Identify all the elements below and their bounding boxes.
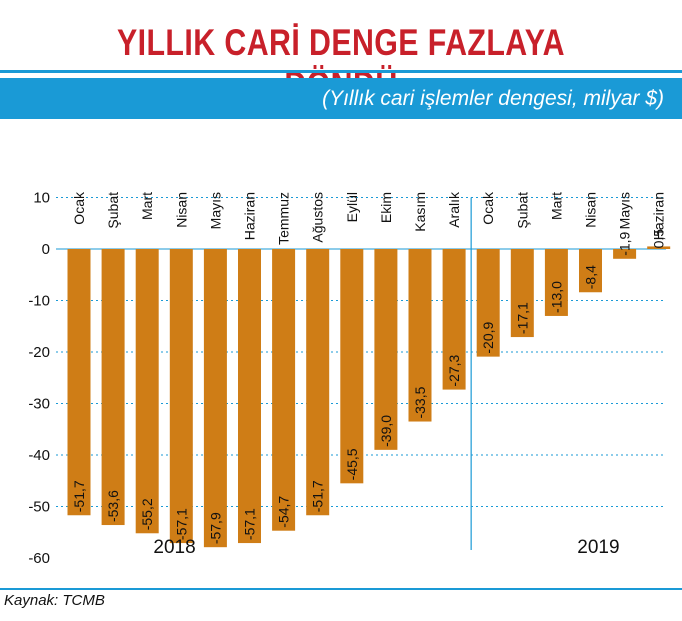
bar bbox=[374, 249, 398, 450]
bar bbox=[272, 249, 296, 531]
data-label: -27,3 bbox=[446, 354, 462, 386]
bar bbox=[238, 249, 261, 544]
month-label: Aralık bbox=[446, 191, 462, 228]
bar bbox=[544, 249, 568, 316]
month-label: Temmuz bbox=[276, 192, 292, 245]
month-label: Mart bbox=[139, 192, 155, 220]
data-label: -53,6 bbox=[105, 490, 121, 522]
month-label: Kasım bbox=[412, 192, 428, 232]
bar bbox=[340, 249, 364, 484]
source-note: Kaynak: TCMB bbox=[4, 592, 105, 609]
bar bbox=[613, 249, 637, 259]
year-label: 2019 bbox=[577, 537, 619, 558]
bar bbox=[579, 249, 602, 293]
month-label: Ocak bbox=[480, 191, 496, 225]
month-label: Eylül bbox=[344, 192, 360, 222]
bar bbox=[306, 249, 330, 516]
data-label: -20,9 bbox=[480, 322, 496, 354]
year-label: 2018 bbox=[153, 537, 195, 558]
data-label: -57,1 bbox=[173, 508, 189, 540]
bar bbox=[647, 246, 671, 249]
month-label: Nisan bbox=[173, 192, 189, 228]
chart-subtitle: (Yıllık cari işlemler dengesi, milyar $) bbox=[322, 87, 664, 110]
y-tick-label: -30 bbox=[28, 396, 50, 413]
bar bbox=[476, 249, 500, 357]
month-label: Mayıs bbox=[617, 192, 633, 229]
bottom-rule bbox=[0, 588, 682, 590]
bar bbox=[135, 249, 159, 534]
month-label: Ağustos bbox=[310, 192, 326, 243]
month-label: Haziran bbox=[242, 192, 258, 240]
data-label: 0,5 bbox=[651, 229, 667, 249]
bar bbox=[67, 249, 91, 516]
bar bbox=[101, 249, 125, 526]
y-tick-label: -50 bbox=[28, 499, 50, 516]
top-rule bbox=[0, 70, 682, 73]
data-label: -13,0 bbox=[548, 281, 564, 313]
bar bbox=[510, 249, 534, 338]
data-label: -39,0 bbox=[378, 415, 394, 447]
month-label: Nisan bbox=[583, 192, 599, 228]
data-label: -54,7 bbox=[276, 496, 292, 528]
month-label: Haziran bbox=[651, 192, 667, 240]
y-tick-label: 0 bbox=[42, 241, 50, 258]
data-label: -17,1 bbox=[514, 302, 530, 334]
month-label: Mart bbox=[548, 192, 564, 220]
y-tick-label: -10 bbox=[28, 293, 50, 310]
bar bbox=[408, 249, 432, 422]
y-tick-label: 10 bbox=[33, 190, 50, 207]
month-label: Şubat bbox=[105, 192, 121, 229]
month-label: Ekim bbox=[378, 192, 394, 223]
data-label: -33,5 bbox=[412, 386, 428, 418]
data-label: -1,9 bbox=[617, 231, 633, 255]
y-tick-label: -20 bbox=[28, 344, 50, 361]
month-label: Ocak bbox=[71, 191, 87, 225]
data-label: -57,9 bbox=[207, 512, 223, 544]
data-label: -55,2 bbox=[139, 498, 155, 530]
data-label: -51,7 bbox=[310, 480, 326, 512]
bar bbox=[169, 249, 193, 544]
data-label: -8,4 bbox=[583, 265, 599, 289]
month-label: Şubat bbox=[514, 192, 530, 229]
subtitle-band bbox=[0, 78, 682, 119]
data-label: -57,1 bbox=[242, 508, 258, 540]
bar bbox=[203, 249, 227, 548]
month-label: Mayıs bbox=[207, 192, 223, 229]
y-tick-label: -60 bbox=[28, 550, 50, 567]
y-tick-label: -40 bbox=[28, 447, 50, 464]
data-label: -51,7 bbox=[71, 480, 87, 512]
data-label: -45,5 bbox=[344, 448, 360, 480]
bar bbox=[442, 249, 466, 390]
